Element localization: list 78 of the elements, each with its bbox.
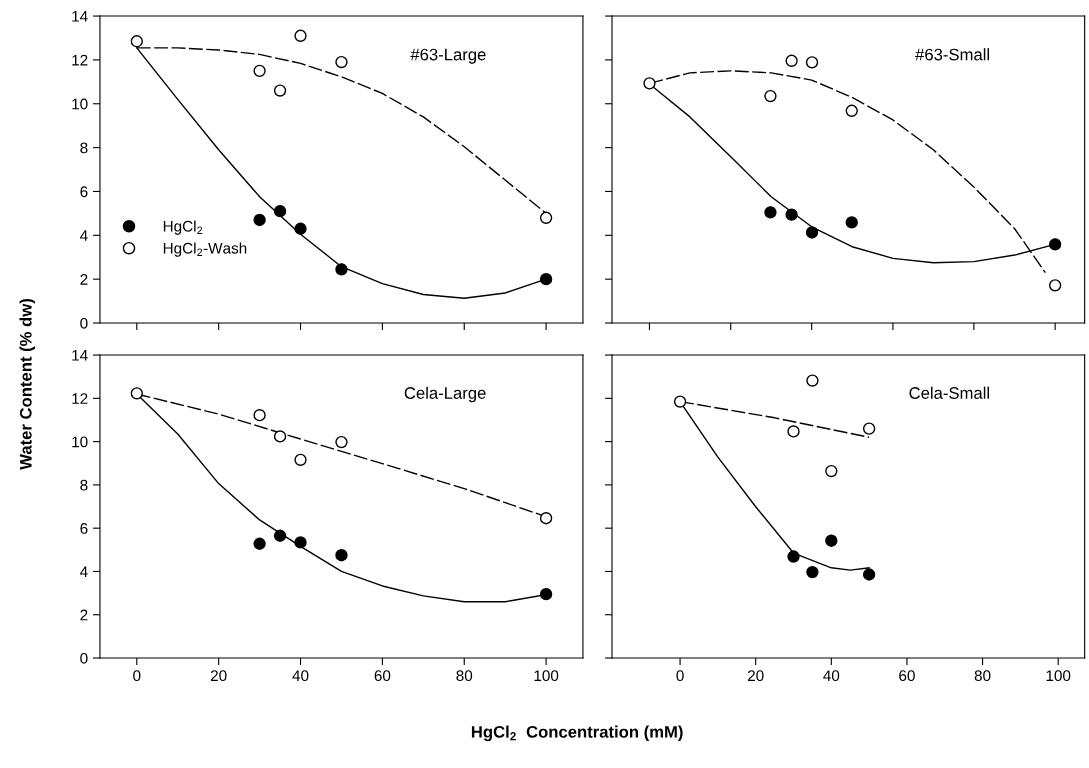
point bbox=[787, 425, 800, 438]
point bbox=[253, 409, 266, 422]
point bbox=[862, 568, 876, 581]
point bbox=[845, 104, 858, 117]
y-tick-label: 14 bbox=[72, 350, 88, 361]
point bbox=[253, 64, 266, 78]
point bbox=[787, 550, 800, 563]
point bbox=[805, 56, 819, 69]
point bbox=[539, 512, 553, 525]
point bbox=[764, 89, 777, 103]
y-tick-label: 4 bbox=[80, 230, 88, 241]
point bbox=[335, 263, 348, 276]
point bbox=[805, 226, 819, 239]
x-axis-title: HgCl$_{2}$ Concentration (mM) bbox=[471, 725, 683, 742]
point bbox=[785, 54, 798, 67]
y-tick-label: 10 bbox=[72, 436, 88, 448]
point bbox=[539, 588, 553, 601]
x-tick-label: 0 bbox=[133, 670, 141, 682]
y-tick-label: 10 bbox=[72, 98, 88, 110]
point bbox=[335, 55, 348, 69]
x-tick-label: 0 bbox=[676, 670, 684, 682]
point bbox=[764, 206, 777, 219]
y-tick-label: 6 bbox=[80, 186, 88, 198]
x-tick-label: 40 bbox=[823, 670, 840, 682]
y-tick-label: 6 bbox=[80, 523, 88, 534]
x-tick-label: 80 bbox=[974, 670, 991, 682]
point bbox=[273, 205, 287, 218]
point bbox=[294, 453, 307, 466]
point bbox=[539, 273, 553, 286]
y-tick-label: 4 bbox=[80, 566, 88, 577]
point bbox=[273, 529, 287, 542]
point bbox=[273, 430, 287, 443]
x-tick-label: 60 bbox=[899, 670, 915, 682]
point bbox=[862, 422, 876, 435]
y-tick-label: 8 bbox=[80, 479, 88, 491]
y-tick-label: 14 bbox=[72, 11, 88, 22]
x-tick-label: 20 bbox=[210, 670, 227, 682]
y-tick-label: 2 bbox=[80, 609, 88, 621]
point bbox=[253, 537, 266, 550]
point bbox=[294, 222, 307, 235]
y-tick-label: 12 bbox=[72, 393, 88, 404]
annotation: Cela-Small bbox=[909, 386, 990, 399]
y-tick-label: 12 bbox=[72, 54, 88, 66]
point bbox=[806, 374, 819, 387]
point bbox=[785, 208, 798, 221]
x-tick-label: 20 bbox=[747, 670, 764, 682]
point bbox=[253, 213, 266, 227]
point bbox=[825, 534, 838, 547]
x-tick-label: 80 bbox=[456, 670, 473, 682]
annotation: Cela-Large bbox=[404, 386, 486, 403]
legend-label: HgCl$_{2}$-Wash bbox=[163, 242, 247, 257]
y-tick-label: 0 bbox=[80, 652, 88, 664]
point bbox=[806, 565, 819, 579]
y-tick-label: 0 bbox=[80, 317, 88, 329]
point bbox=[335, 435, 348, 449]
x-tick-label: 40 bbox=[292, 670, 309, 682]
point bbox=[130, 387, 143, 400]
point bbox=[673, 395, 687, 408]
point bbox=[643, 77, 656, 90]
point bbox=[539, 211, 553, 224]
point bbox=[273, 84, 287, 97]
y-tick-label: 2 bbox=[80, 274, 88, 285]
y-axis-title: Water Content (% dw) bbox=[19, 299, 35, 470]
x-tick-label: 60 bbox=[374, 670, 391, 682]
x-tick-label: 100 bbox=[534, 670, 559, 682]
point bbox=[1048, 238, 1062, 251]
y-tick-label: 8 bbox=[80, 142, 88, 154]
annotation: #63-Large bbox=[410, 48, 486, 64]
legend-label: HgCl$_{2}$ bbox=[163, 220, 203, 235]
point bbox=[294, 29, 307, 42]
annotation: #63-Small bbox=[915, 48, 990, 61]
point bbox=[845, 216, 858, 229]
point bbox=[130, 35, 143, 48]
x-tick-label: 100 bbox=[1046, 670, 1071, 682]
point bbox=[335, 549, 348, 562]
point bbox=[294, 536, 307, 549]
point bbox=[825, 464, 838, 478]
point bbox=[1048, 279, 1062, 292]
